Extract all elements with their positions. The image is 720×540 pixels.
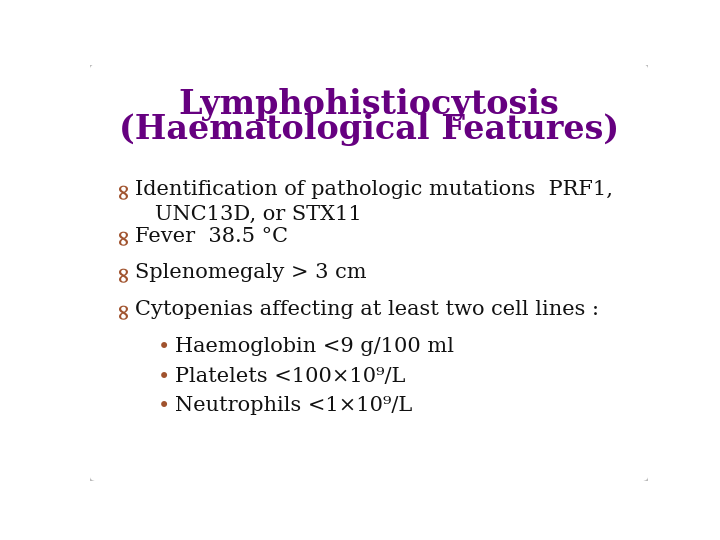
Text: Fever  38.5 °C: Fever 38.5 °C — [135, 226, 288, 246]
Text: ∞: ∞ — [112, 180, 133, 199]
Text: (Haematological Features): (Haematological Features) — [119, 112, 619, 146]
Text: Platelets <100×10⁹/L: Platelets <100×10⁹/L — [175, 367, 405, 386]
Text: Cytopenias affecting at least two cell lines :: Cytopenias affecting at least two cell l… — [135, 300, 599, 320]
FancyBboxPatch shape — [89, 63, 649, 482]
Text: ∞: ∞ — [112, 264, 133, 282]
Text: Neutrophils <1×10⁹/L: Neutrophils <1×10⁹/L — [175, 396, 413, 415]
Text: Lymphohistiocytosis: Lymphohistiocytosis — [179, 88, 559, 121]
Text: Haemoglobin <9 g/100 ml: Haemoglobin <9 g/100 ml — [175, 338, 454, 356]
Text: Splenomegaly > 3 cm: Splenomegaly > 3 cm — [135, 264, 366, 282]
Text: •: • — [158, 396, 170, 416]
Text: •: • — [158, 338, 170, 357]
Text: Identification of pathologic mutations  PRF1,
   UNC13D, or STX11: Identification of pathologic mutations P… — [135, 180, 613, 224]
Text: ∞: ∞ — [112, 300, 133, 319]
Text: ∞: ∞ — [112, 226, 133, 245]
Text: •: • — [158, 367, 170, 387]
